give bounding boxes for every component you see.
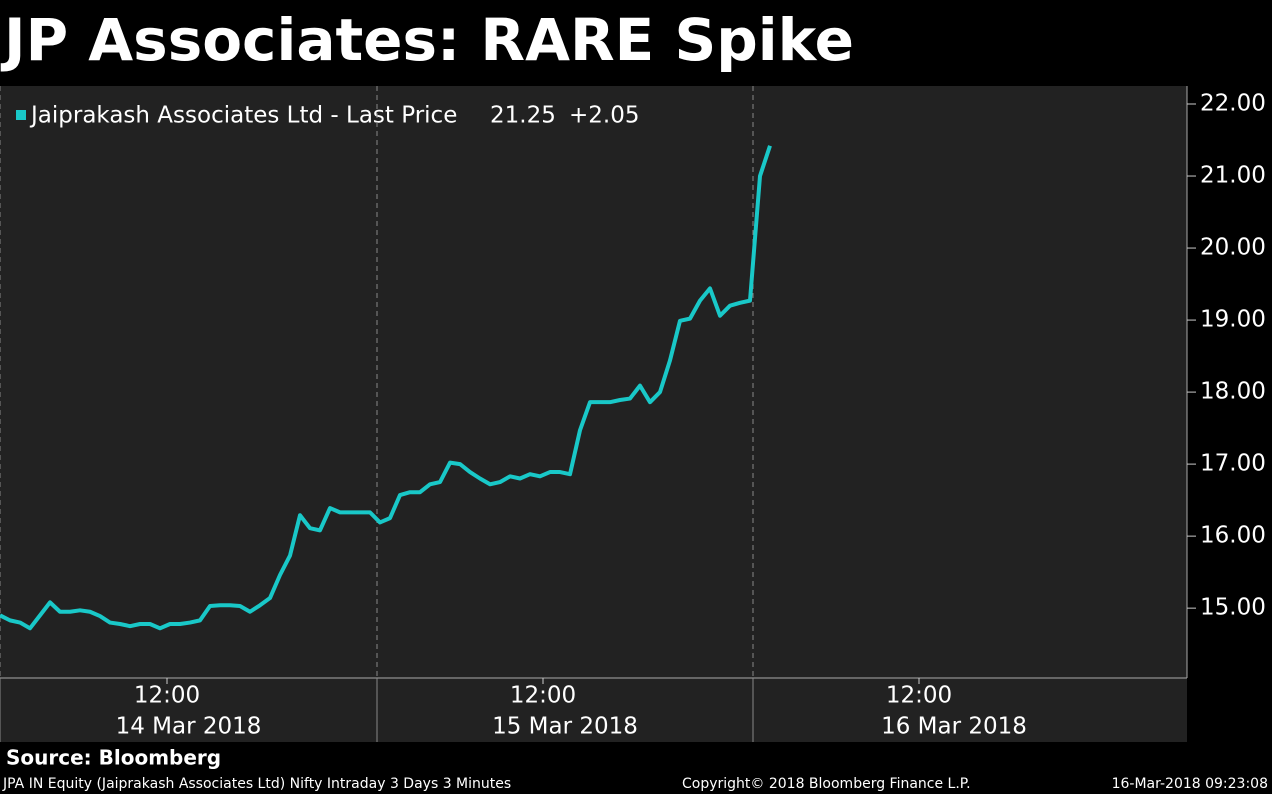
x-date-label: 14 Mar 2018	[116, 714, 262, 740]
legend-change: +2.05	[569, 103, 639, 129]
source: Source: Bloomberg	[6, 746, 221, 770]
y-tick-label: 15.00	[1200, 595, 1266, 621]
footer-left: JPA IN Equity (Jaiprakash Associates Ltd…	[2, 776, 511, 792]
x-tick-label: 12:00	[510, 683, 576, 709]
x-tick-label: 12:00	[886, 683, 952, 709]
y-tick-label: 21.00	[1200, 163, 1266, 189]
y-tick-label: 16.00	[1200, 523, 1266, 549]
legend-last-price: 21.25	[490, 103, 556, 129]
legend-swatch	[16, 110, 26, 120]
y-tick-label: 22.00	[1200, 91, 1266, 117]
chart-title: JP Associates: RARE Spike	[0, 6, 854, 74]
y-tick-label: 19.00	[1200, 307, 1266, 333]
price-line	[0, 145, 772, 631]
footer-right: 16-Mar-2018 09:23:08	[1112, 776, 1268, 792]
y-tick-label: 17.00	[1200, 451, 1266, 477]
x-date-label: 16 Mar 2018	[881, 714, 1027, 740]
footer-center: Copyright© 2018 Bloomberg Finance L.P.	[682, 776, 971, 792]
x-tick-label: 12:00	[134, 683, 200, 709]
plot-area	[0, 86, 1187, 742]
y-tick-label: 18.00	[1200, 379, 1266, 405]
y-tick-label: 20.00	[1200, 235, 1266, 261]
legend-label: Jaiprakash Associates Ltd - Last Price	[29, 103, 457, 129]
x-date-label: 15 Mar 2018	[492, 714, 638, 740]
